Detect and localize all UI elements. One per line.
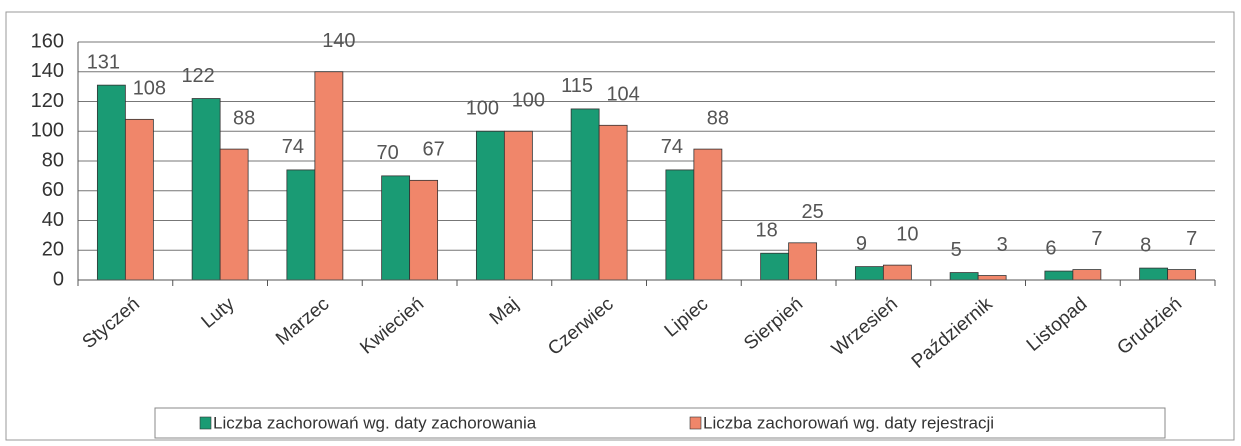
data-label: 115: [561, 75, 593, 97]
data-label: 10: [896, 223, 918, 245]
data-label: 131: [87, 51, 120, 73]
bar: [96, 84, 126, 281]
bar: [1139, 267, 1169, 281]
y-tick-label: 40: [42, 209, 64, 231]
y-tick-label: 160: [31, 30, 64, 52]
data-label: 5: [951, 239, 962, 261]
legend-swatch: [199, 416, 212, 430]
y-tick-label: 60: [42, 179, 64, 201]
bar: [665, 169, 695, 281]
data-label: 100: [466, 98, 499, 120]
bar: [949, 272, 979, 281]
y-tick-label: 140: [31, 60, 64, 82]
data-label: 7: [1091, 228, 1102, 250]
bar: [693, 148, 723, 281]
bar: [598, 124, 628, 281]
y-tick-label: 80: [42, 149, 64, 171]
bar: [854, 266, 884, 281]
y-tick-label: 100: [31, 120, 64, 142]
data-label: 108: [133, 78, 166, 100]
bar: [381, 175, 411, 281]
bar: [409, 179, 439, 281]
data-label: 88: [707, 107, 729, 129]
y-tick-label: 20: [42, 239, 64, 261]
bar: [788, 242, 818, 281]
bar: [882, 264, 912, 281]
bar: [314, 71, 344, 281]
data-label: 74: [661, 136, 683, 158]
data-label: 88: [233, 107, 255, 129]
legend-box: [154, 407, 1166, 439]
data-label: 7: [1186, 228, 1197, 250]
bar: [1044, 270, 1074, 281]
data-label: 140: [322, 30, 355, 52]
data-label: 25: [802, 201, 824, 223]
data-label: 100: [512, 90, 545, 112]
data-label: 70: [377, 142, 399, 164]
bar: [570, 108, 600, 281]
data-label: 18: [756, 220, 778, 242]
legend-label: Liczba zachorowań wg. daty rejestracji: [703, 413, 994, 432]
bar: [191, 98, 221, 281]
data-label: 9: [856, 233, 867, 255]
data-label: 8: [1140, 234, 1151, 256]
bar: [1072, 269, 1102, 281]
data-label: 74: [282, 136, 304, 158]
data-label: 67: [423, 139, 445, 161]
y-tick-label: 120: [31, 90, 64, 112]
data-label: 104: [606, 84, 639, 106]
data-label: 6: [1045, 237, 1056, 259]
legend-swatch: [689, 416, 702, 430]
y-tick-label: 0: [53, 268, 64, 290]
data-label: 3: [997, 234, 1008, 256]
legend-label: Liczba zachorowań wg. daty zachorowania: [213, 413, 537, 432]
bar: [124, 118, 154, 281]
data-label: 122: [181, 65, 214, 87]
bar: [760, 252, 790, 281]
bar: [475, 130, 505, 281]
bar: [219, 148, 249, 281]
bar: [1167, 269, 1197, 281]
bar: [977, 275, 1007, 281]
bar: [503, 130, 533, 281]
bar: [286, 169, 316, 281]
